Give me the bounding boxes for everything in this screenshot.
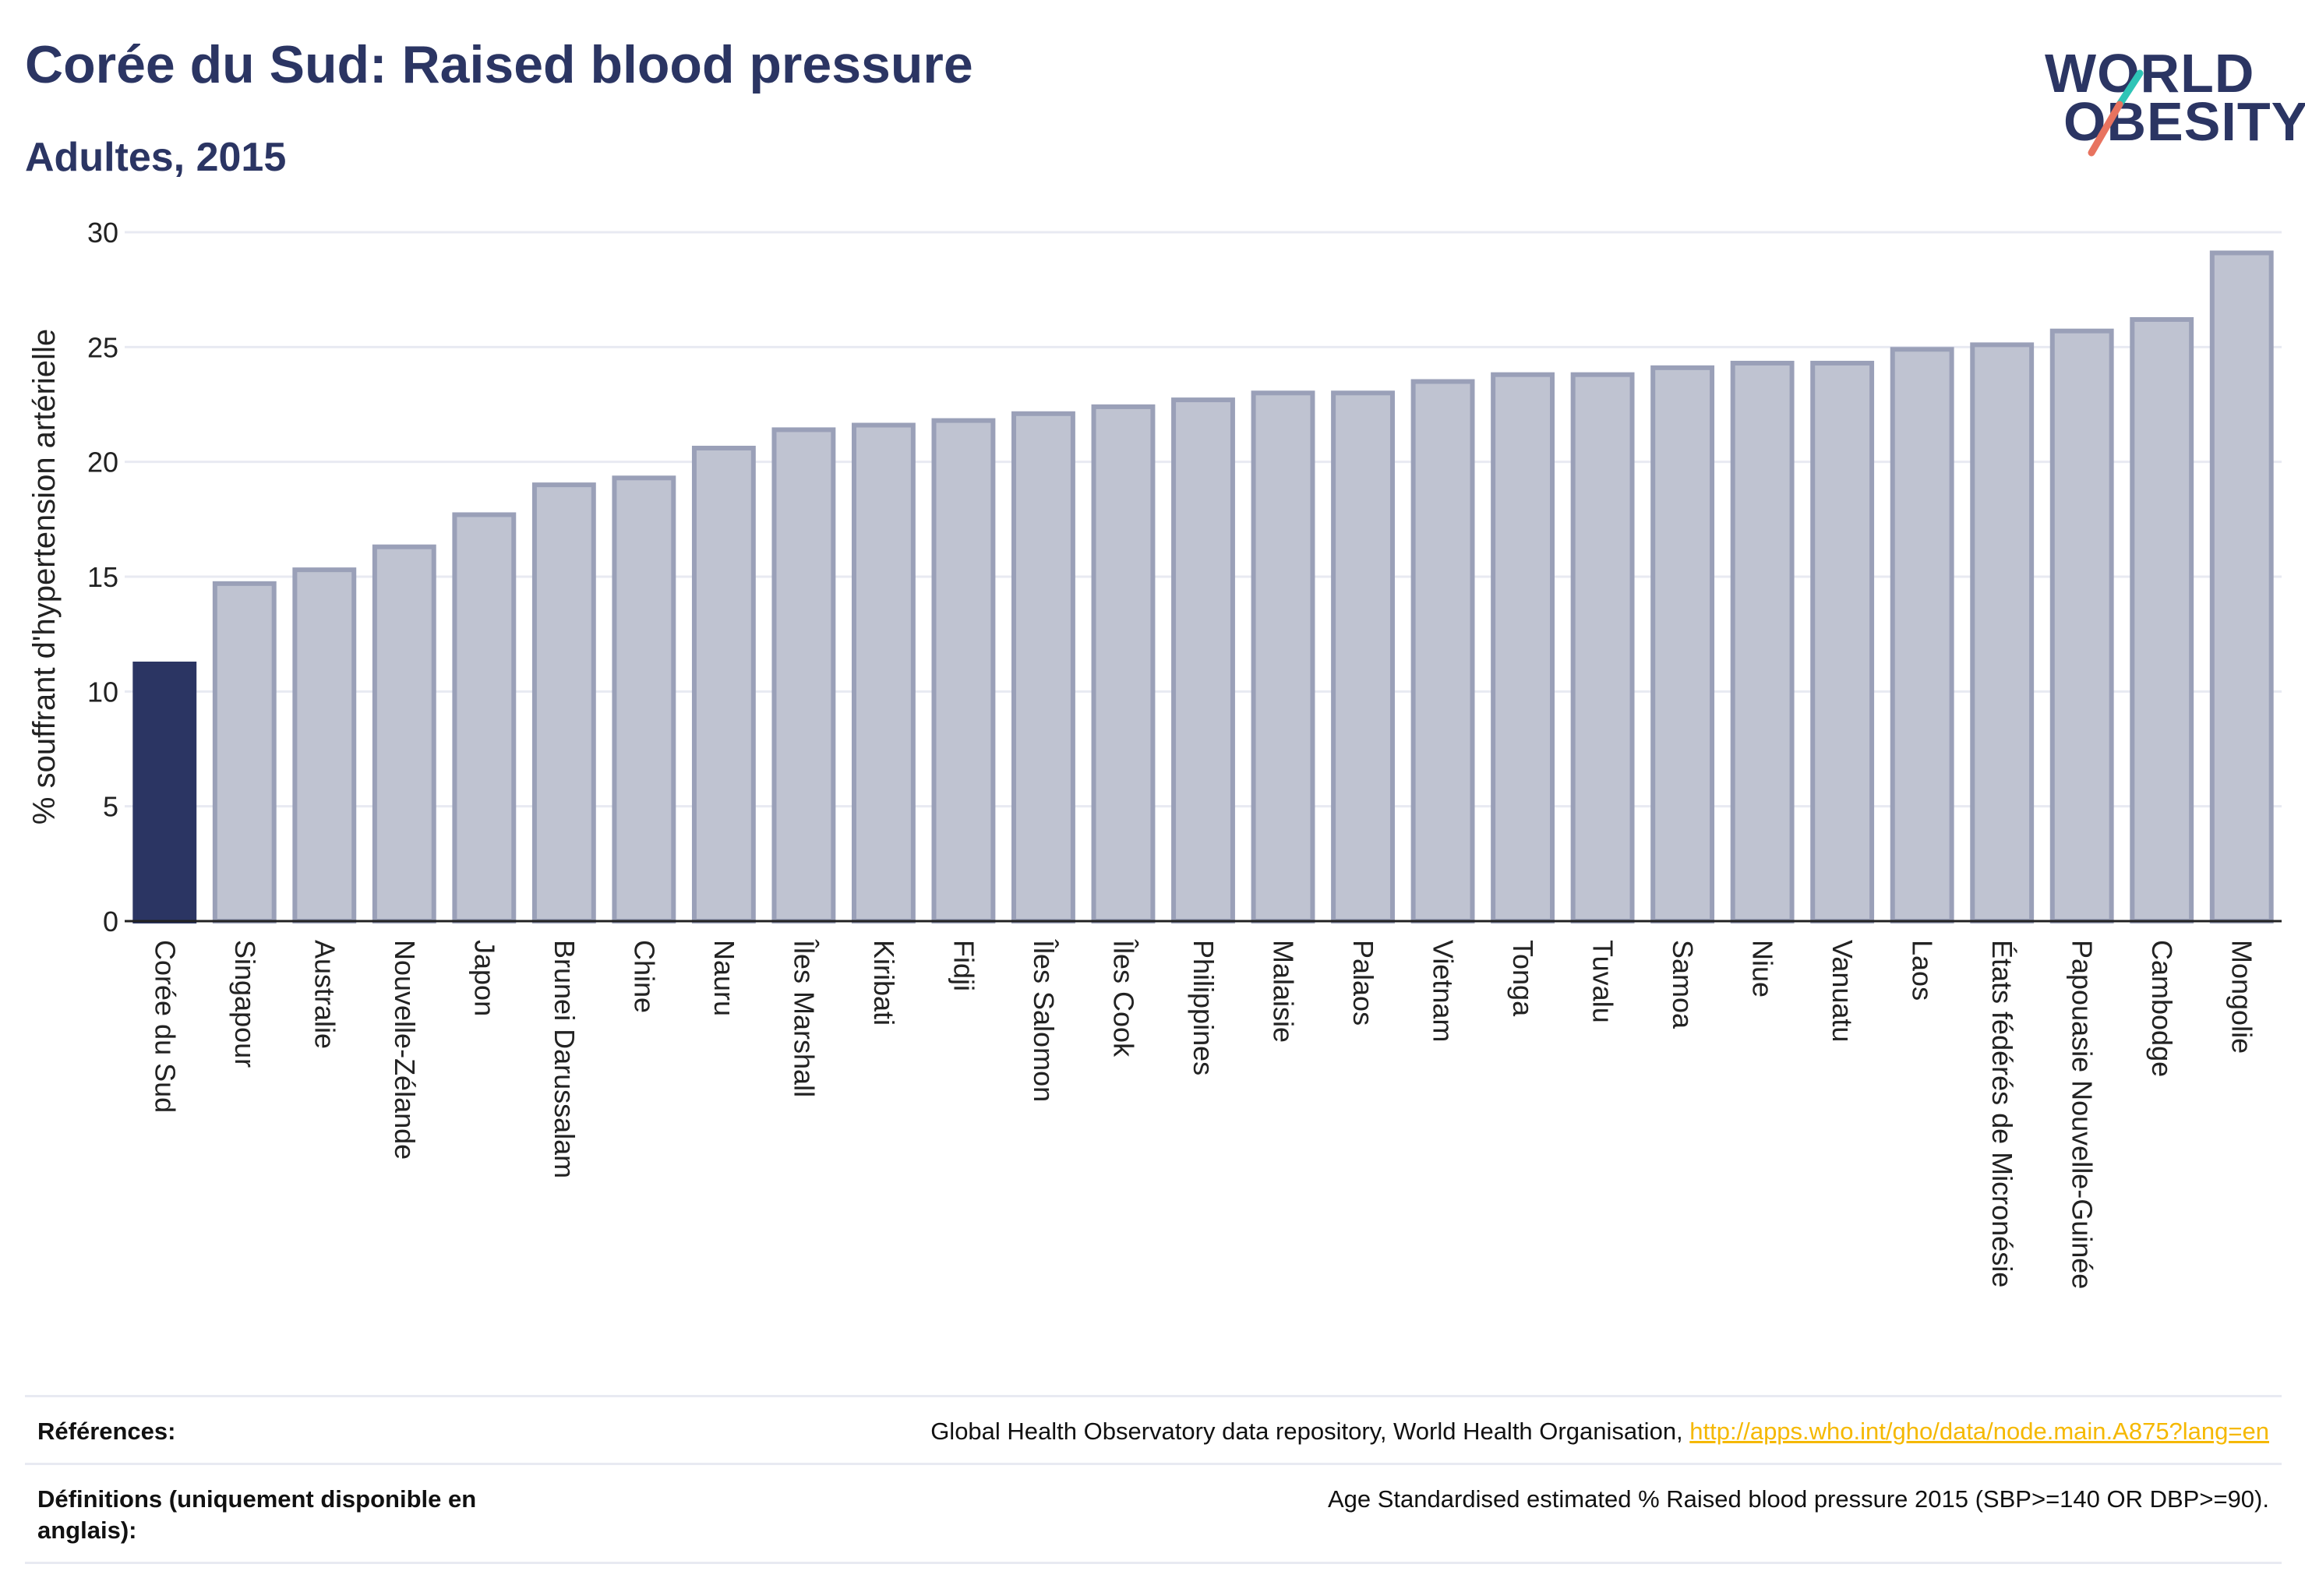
x-tick-label: Australie (309, 940, 341, 1049)
bar (691, 445, 756, 923)
bar (771, 427, 836, 923)
y-tick-label: 0 (103, 906, 118, 937)
definitions-row: Définitions (uniquement disponible en an… (25, 1463, 2282, 1564)
axes: 0 5 10 15 20 25 30 % souffrant d'hypertension a… (27, 217, 2282, 1289)
references-value: Global Health Observatory data repositor… (930, 1416, 2269, 1447)
logo-word-world: WORLD (2045, 43, 2255, 104)
x-tick-label: Fidji (948, 940, 980, 991)
x-tick-label: Kiribati (868, 940, 900, 1026)
definitions-value: Age Standardised estimated % Raised bloo… (1327, 1485, 2269, 1513)
x-tick-label: Tuvalu (1587, 940, 1619, 1023)
x-tick-label: Tonga (1507, 940, 1539, 1017)
x-tick-label: États fédérés de Micronésie (1986, 940, 2018, 1287)
references-link[interactable]: http://apps.who.int/gho/data/node.main.A… (1689, 1418, 2269, 1445)
bar (1251, 390, 1315, 923)
x-tick-label: Nauru (708, 940, 740, 1016)
y-tick-label: 15 (87, 561, 118, 593)
x-tick-label: Nouvelle-Zélande (389, 940, 421, 1160)
x-tick-label: Corée du Sud (149, 940, 181, 1113)
x-tick-label: Palaos (1347, 940, 1379, 1026)
x-tick-label: Vietnam (1428, 940, 1460, 1042)
chart-subtitle: Adultes, 2015 (25, 135, 287, 180)
bar (1810, 360, 1875, 923)
x-tick-label: Mongolie (2226, 940, 2258, 1054)
bar (2130, 316, 2194, 923)
world-obesity-logo: WORLD OBESITY (2026, 23, 2305, 164)
y-tick-label: 25 (87, 331, 118, 363)
x-tick-label: Laos (1907, 940, 1939, 1001)
bar (1650, 365, 1715, 923)
x-tick-label: Singapour (229, 940, 261, 1068)
bar (1011, 411, 1075, 923)
references-row: Références: Global Health Observatory da… (25, 1395, 2282, 1463)
bar (1730, 360, 1795, 923)
logo-slash-icon (2088, 69, 2144, 157)
x-tick-label: Japon (468, 940, 500, 1016)
y-tick-label: 20 (87, 447, 118, 478)
x-tick-label: Vanuatu (1827, 940, 1858, 1042)
references-label: Références: (37, 1418, 176, 1445)
chart-title: Corée du Sud: Raised blood pressure (25, 35, 973, 94)
x-tick-label: Chine (628, 940, 660, 1013)
x-tick-label: Niue (1747, 940, 1779, 998)
x-tick-label: Papouasie Nouvelle-Guinée (2067, 940, 2099, 1289)
bar (372, 544, 436, 923)
y-tick-label: 5 (103, 791, 118, 823)
bar (1491, 372, 1555, 923)
x-tick-label: Malaisie (1268, 940, 1300, 1043)
footer-table: Références: Global Health Observatory da… (25, 1395, 2282, 1564)
bar (292, 567, 357, 923)
x-tick-label: Îles Marshall (788, 939, 820, 1097)
x-tick-label: Cambodge (2146, 940, 2178, 1077)
bar (2209, 250, 2274, 923)
bar (452, 512, 517, 923)
bar (931, 418, 996, 924)
x-tick-label: Îles Salomon (1028, 939, 1060, 1102)
bar (132, 661, 197, 923)
definitions-label: Définitions (uniquement disponible en an… (37, 1485, 477, 1544)
bar (1410, 379, 1475, 924)
x-tick-label: Brunei Darussalam (549, 940, 581, 1178)
x-tick-label: Samoa (1667, 940, 1699, 1029)
bar (1570, 372, 1635, 923)
bars (132, 250, 2274, 924)
bar (851, 422, 916, 923)
x-tick-label: Îles Cook (1107, 939, 1139, 1058)
bar (1171, 397, 1235, 923)
y-tick-label: 10 (87, 676, 118, 708)
bar (1890, 347, 1954, 923)
bar (2049, 328, 2114, 923)
bar (612, 475, 676, 923)
bar (212, 581, 277, 923)
bar (531, 482, 596, 923)
bar (1970, 342, 2035, 924)
y-tick-label: 30 (87, 217, 118, 249)
bar (1331, 390, 1395, 923)
references-text: Global Health Observatory data repositor… (930, 1418, 1690, 1445)
bar (1091, 404, 1156, 923)
y-axis-label: % souffrant d'hypertension artérielle (27, 329, 62, 824)
logo-word-obesity: OBESITY (2063, 91, 2305, 152)
bar-chart: 0 5 10 15 20 25 30 % souffrant d'hypertension a… (27, 217, 2282, 1289)
x-tick-label: Philippines (1188, 940, 1220, 1075)
